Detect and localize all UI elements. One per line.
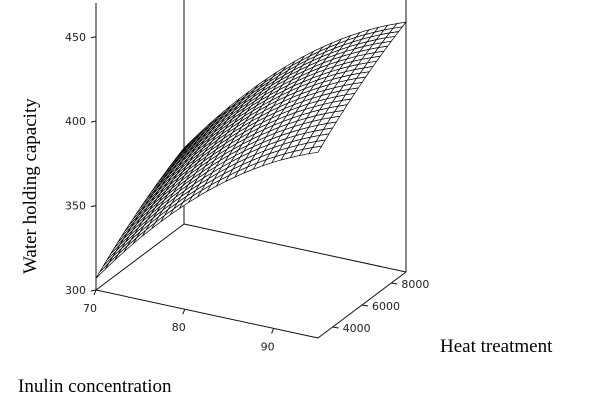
z-axis-ticks: 300 350 400 450 [65,31,97,297]
z-tick-label: 300 [65,284,86,297]
x-tick-mark [271,328,275,334]
z-tick-mark [90,120,97,123]
box-edge [95,223,185,291]
x-axis-title: Inulin concentration [18,376,172,397]
z-tick-mark [90,36,97,39]
y-axis-title: Heat treatment [440,336,553,357]
x-tick-mark [182,309,186,315]
x-tick-label: 80 [172,321,186,334]
z-axis-title: Water holding capacity [20,98,41,274]
response-surface [95,21,407,279]
y-tick-mark [332,326,339,329]
y-tick-label: 4000 [343,322,371,335]
x-tick-label: 90 [261,340,275,353]
surface-cell [180,138,194,153]
z-tick-label: 350 [65,200,86,213]
y-tick-mark [361,304,369,307]
x-axis-ticks: 70 80 90 [83,289,275,353]
y-tick-mark [391,282,398,285]
z-tick-label: 450 [65,31,86,44]
x-tick-label: 70 [83,302,97,315]
z-tick-mark [90,205,97,208]
z-tick-label: 400 [65,115,86,128]
y-tick-label: 6000 [372,300,400,313]
x-tick-mark [93,289,97,296]
box-edge [95,289,319,339]
y-tick-label: 8000 [401,278,429,291]
z-tick-mark [90,289,97,292]
box-edge [183,223,407,273]
